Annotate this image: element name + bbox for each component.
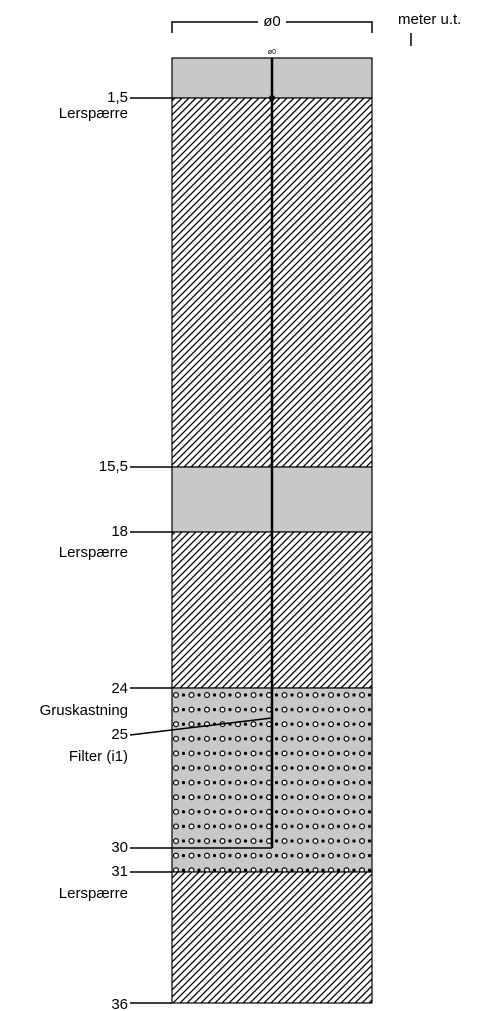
- depth-label: 24: [111, 680, 128, 697]
- layer-note: Lerspærre: [59, 105, 128, 122]
- depth-label: 30: [111, 839, 128, 856]
- diameter-bracket: [171, 21, 373, 33]
- pipe-label: ø0: [268, 49, 276, 56]
- diameter-label: ø0: [263, 13, 281, 30]
- marker-line: [129, 717, 273, 736]
- depth-label: 36: [111, 996, 128, 1011]
- pipe-seal: [269, 95, 275, 101]
- layer-note: Gruskastning: [40, 702, 128, 719]
- layer-note: Lerspærre: [59, 885, 128, 902]
- depth-label: 15,5: [99, 458, 128, 475]
- depth-label: 25: [111, 726, 128, 743]
- layer: [171, 871, 373, 1004]
- depth-label: 18: [111, 523, 128, 540]
- depth-label: 1,5: [107, 89, 128, 106]
- layer-note: Filter (i1): [69, 748, 128, 765]
- depth-label: 31: [111, 863, 128, 880]
- layer-note: Lerspærre: [59, 544, 128, 561]
- unit-label: meter u.t.: [398, 11, 461, 28]
